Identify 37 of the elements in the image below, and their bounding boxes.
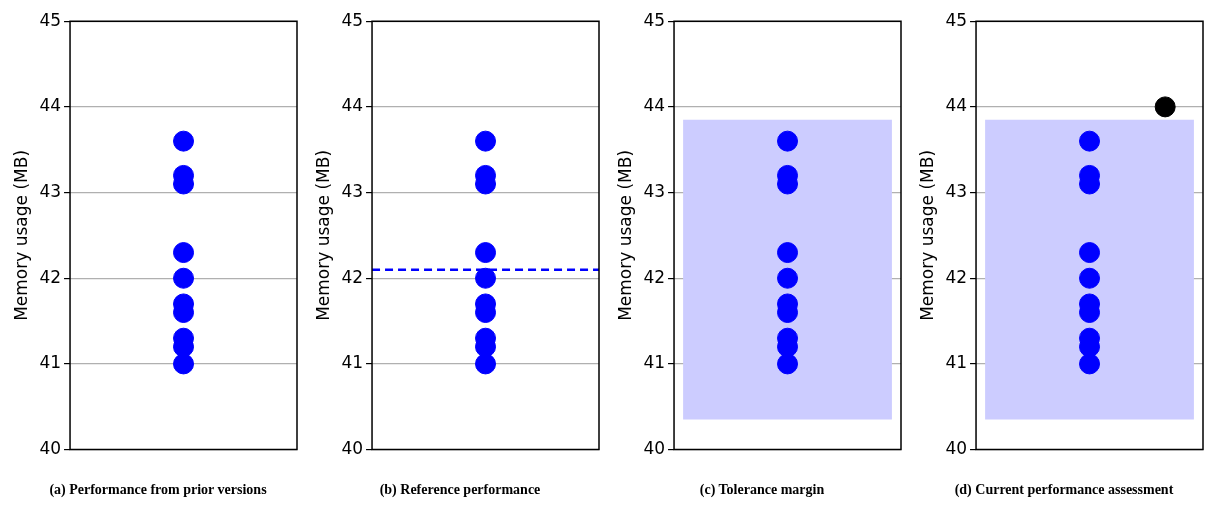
- y-tick-label: 42: [945, 266, 968, 287]
- y-tick-label: 41: [945, 352, 968, 373]
- text: (c) Tolerance margin: [699, 482, 825, 498]
- y-tick-label: 43: [643, 180, 666, 201]
- y-axis-title: Memory usage (MB): [614, 149, 635, 321]
- y-tick-label: 40: [341, 438, 364, 459]
- point: [1079, 242, 1101, 264]
- y-axis-title: Memory usage (MB): [916, 149, 937, 321]
- y-tick-label: 41: [39, 352, 62, 373]
- y-tick-label: 45: [643, 9, 666, 30]
- point: [1079, 353, 1101, 375]
- y-tick-label: 43: [39, 180, 62, 201]
- y-tick-label: 40: [39, 438, 62, 459]
- y-tick-label: 42: [643, 266, 666, 287]
- point: [1079, 130, 1101, 152]
- y-tick-label: 44: [643, 95, 666, 116]
- y-tick-label: 41: [643, 352, 666, 373]
- y-tick-label: 40: [945, 438, 968, 459]
- y-tick-label: 42: [341, 266, 364, 287]
- y-axis-title: Memory usage (MB): [10, 149, 31, 321]
- y-tick-label: 45: [341, 9, 364, 30]
- text: (a) Performance from prior versions: [49, 482, 267, 498]
- text: (d) Current performance assessment: [954, 482, 1174, 498]
- point: [1079, 267, 1101, 289]
- y-tick-label: 45: [945, 9, 968, 30]
- y-axis-title: Memory usage (MB): [312, 149, 333, 321]
- y-tick-label: 43: [945, 180, 968, 201]
- y-tick-label: 42: [39, 266, 62, 287]
- y-tick-label: 44: [341, 95, 364, 116]
- y-tick-label: 44: [39, 95, 62, 116]
- y-tick-label: 45: [39, 9, 62, 30]
- text: (b) Reference performance: [379, 482, 541, 498]
- y-tick-label: 40: [643, 438, 666, 459]
- y-tick-label: 41: [341, 352, 364, 373]
- y-tick-label: 43: [341, 180, 364, 201]
- y-tick-label: 44: [945, 95, 968, 116]
- point: [1154, 96, 1176, 118]
